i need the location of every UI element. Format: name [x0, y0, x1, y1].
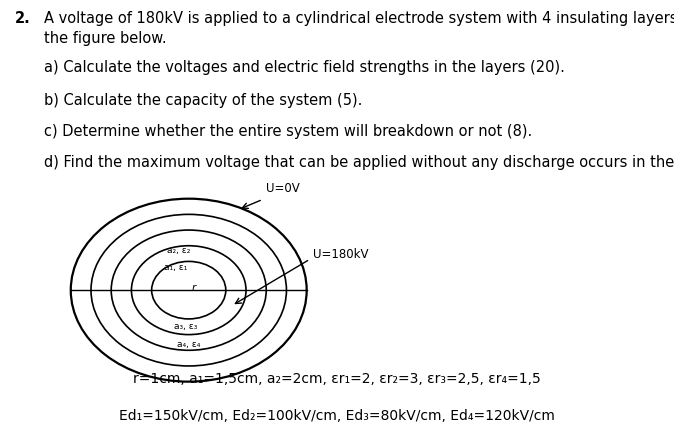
Text: a) Calculate the voltages and electric field strengths in the layers (20).: a) Calculate the voltages and electric f… [44, 60, 565, 75]
Text: U=180kV: U=180kV [313, 249, 369, 261]
Text: a₂, ε₂: a₂, ε₂ [167, 246, 190, 255]
Text: a₃, ε₃: a₃, ε₃ [174, 322, 197, 331]
Text: r=1cm, a₁=1,5cm, a₂=2cm, εr₁=2, εr₂=3, εr₃=2,5, εr₄=1,5: r=1cm, a₁=1,5cm, a₂=2cm, εr₁=2, εr₂=3, ε… [133, 372, 541, 386]
Text: d) Find the maximum voltage that can be applied without any discharge occurs in : d) Find the maximum voltage that can be … [44, 155, 674, 170]
Text: 2.: 2. [15, 11, 30, 26]
Text: a₄, ε₄: a₄, ε₄ [177, 340, 200, 349]
Text: Ed₁=150kV/cm, Ed₂=100kV/cm, Ed₃=80kV/cm, Ed₄=120kV/cm: Ed₁=150kV/cm, Ed₂=100kV/cm, Ed₃=80kV/cm,… [119, 409, 555, 424]
Text: U=0V: U=0V [266, 182, 300, 195]
Text: A voltage of 180kV is applied to a cylindrical electrode system with 4 insulatin: A voltage of 180kV is applied to a cylin… [44, 11, 674, 46]
Text: b) Calculate the capacity of the system (5).: b) Calculate the capacity of the system … [44, 93, 362, 108]
Text: r: r [192, 283, 196, 293]
Text: c) Determine whether the entire system will breakdown or not (8).: c) Determine whether the entire system w… [44, 124, 532, 139]
Text: a₁, ε₁: a₁, ε₁ [164, 263, 187, 272]
